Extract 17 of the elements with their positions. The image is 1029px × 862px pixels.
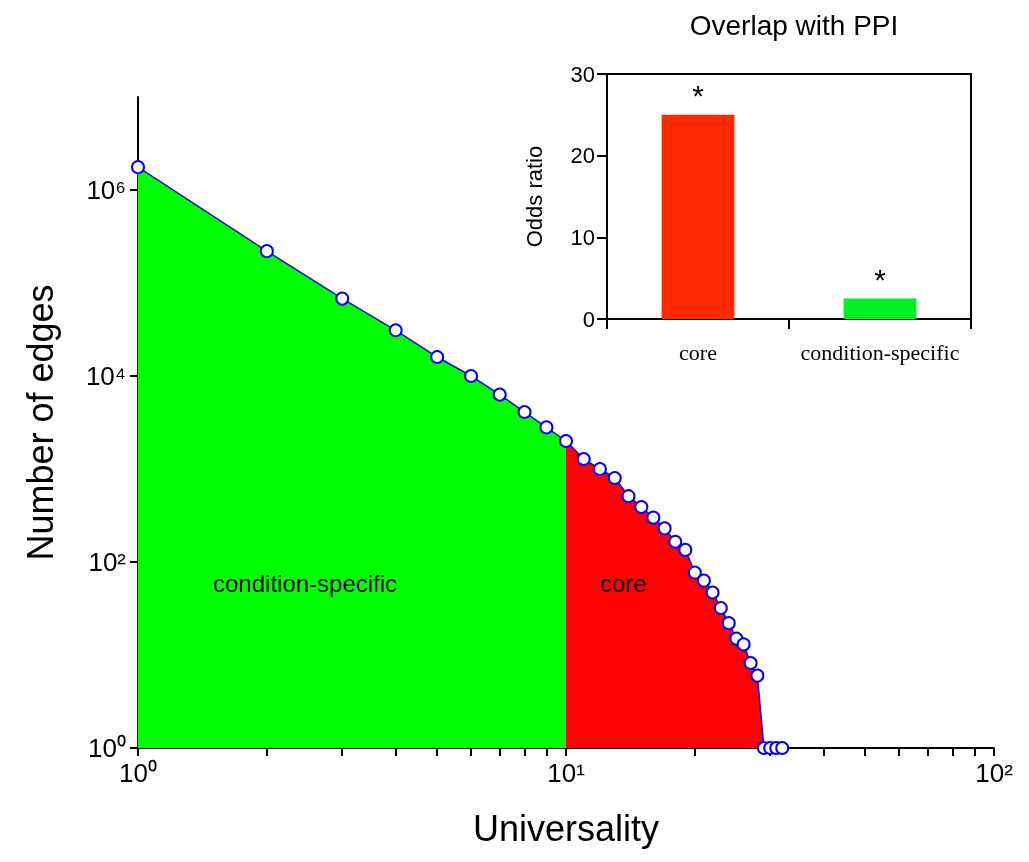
x-axis-title: Universality (472, 807, 660, 849)
annotation: * (874, 263, 887, 297)
y-tick-label: 30 (570, 61, 595, 87)
annotation: * (692, 79, 705, 113)
y-axis-title: Number of edges (19, 284, 61, 561)
annotation: core (600, 569, 647, 597)
y-tick-label: 0 (582, 306, 595, 332)
y-tick-label: 10⁶ (86, 175, 126, 205)
x-tick-label: 10² (975, 758, 1014, 788)
y-tick-label: 10² (88, 547, 127, 577)
annotation: condition-specific (213, 569, 398, 597)
x-tick-label: 10¹ (547, 758, 586, 788)
y-tick-label: 20 (570, 143, 595, 169)
y-axis-title: Odds ratio (521, 145, 547, 248)
y-tick-label: 10⁴ (85, 361, 126, 391)
chart-title: Overlap with PPI (689, 9, 899, 41)
y-tick-label: 10 (570, 224, 595, 250)
